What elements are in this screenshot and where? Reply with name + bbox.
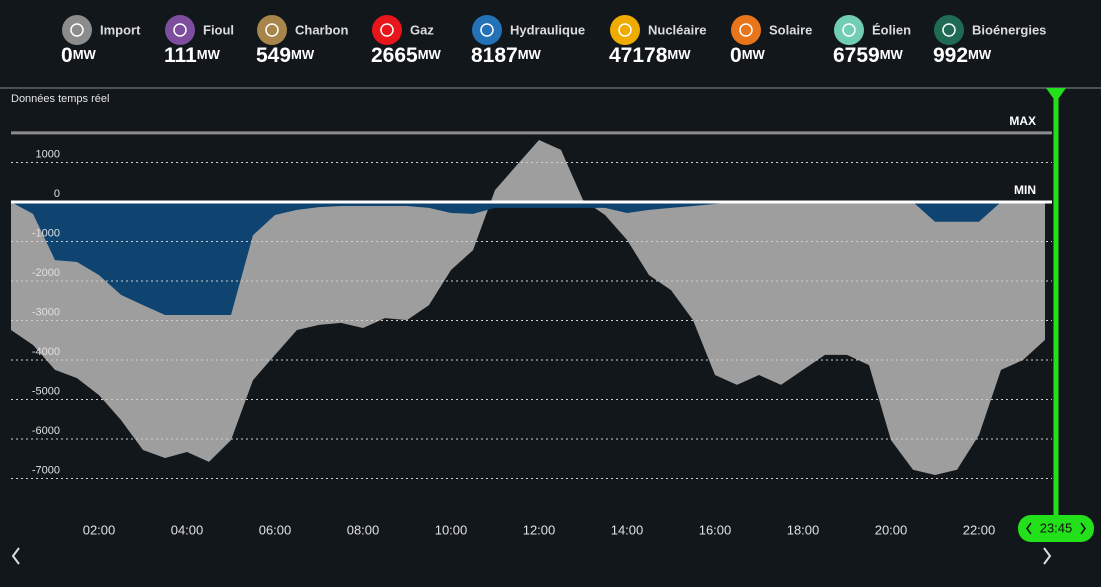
source-icon — [372, 15, 402, 45]
source-item: Éolien 6759MW — [833, 15, 911, 67]
time-chip[interactable]: 23:45 — [1018, 515, 1094, 542]
source-icon — [62, 15, 92, 45]
source-item: Charbon 549MW — [256, 15, 349, 67]
time-chip-label: 23:45 — [1040, 520, 1073, 535]
source-name: Éolien — [872, 22, 911, 37]
x-tick-label: 04:00 — [171, 522, 204, 537]
source-icon — [834, 15, 864, 45]
y-tick-label: -2000 — [32, 267, 60, 279]
y-tick-label: -3000 — [32, 306, 60, 318]
value-number: 0 — [730, 44, 742, 67]
current-time-handle — [1046, 88, 1066, 102]
y-tick-label: -1000 — [32, 227, 60, 239]
value-number: 47178 — [609, 44, 668, 67]
x-tick-label: 18:00 — [787, 522, 820, 537]
source-item: Bioénergies 992MW — [933, 15, 1046, 67]
value-unit: MW — [418, 47, 442, 62]
y-tick-label: 1000 — [36, 148, 60, 160]
area — [11, 139, 1045, 475]
source-item: Hydraulique 8187MW — [471, 15, 585, 67]
value-unit: MW — [291, 47, 315, 62]
source-icon — [472, 15, 502, 45]
value-number: 8187 — [471, 44, 518, 67]
source-icon-glyph — [739, 23, 753, 37]
source-value: 6759MW — [833, 44, 904, 67]
source-icon — [731, 15, 761, 45]
source-value: 0MW — [61, 44, 97, 67]
source-name: Nucléaire — [648, 22, 707, 37]
y-tick-label: -5000 — [32, 385, 60, 397]
value-unit: MW — [968, 47, 992, 62]
value-unit: MW — [518, 47, 542, 62]
time-chip-next — [1080, 522, 1086, 535]
value-unit: MW — [742, 47, 766, 62]
source-value: 992MW — [933, 44, 992, 67]
source-item: Gaz 2665MW — [371, 15, 442, 67]
value-number: 992 — [933, 44, 968, 67]
source-icon-glyph — [480, 23, 494, 37]
value-number: 0 — [61, 44, 73, 67]
x-tick-label: 22:00 — [963, 522, 996, 537]
source-icon — [257, 15, 287, 45]
plot: 1000 0 -1000 -2000 -3000 -4000 -5000 -6000 -7000… — [11, 114, 1052, 537]
time-chip-bg — [1018, 515, 1094, 542]
source-name: Fioul — [203, 22, 234, 37]
source-icon-glyph — [265, 23, 279, 37]
x-tick-label: 06:00 — [259, 522, 292, 537]
area — [11, 202, 1045, 315]
source-icon — [934, 15, 964, 45]
y-tick-label: -6000 — [32, 425, 60, 437]
source-name: Charbon — [295, 22, 349, 37]
source-icon-glyph — [842, 23, 856, 37]
source-value: 111MW — [164, 44, 221, 67]
value-number: 111 — [164, 44, 197, 67]
source-icon-glyph — [942, 23, 956, 37]
x-tick-label: 12:00 — [523, 522, 556, 537]
source-value: 0MW — [730, 44, 766, 67]
y-tick-label: -7000 — [32, 464, 60, 476]
value-unit: MW — [880, 47, 904, 62]
source-value: 47178MW — [609, 44, 691, 67]
y-tick-label: -4000 — [32, 346, 60, 358]
source-icon — [610, 15, 640, 45]
source-name: Bioénergies — [972, 22, 1046, 37]
value-number: 6759 — [833, 44, 880, 67]
source-value: 2665MW — [371, 44, 442, 67]
x-tick-label: 16:00 — [699, 522, 732, 537]
source-name: Solaire — [769, 22, 812, 37]
source-name: Hydraulique — [510, 22, 585, 37]
x-tick-label: 14:00 — [611, 522, 644, 537]
source-icon-glyph — [380, 23, 394, 37]
source-value: 549MW — [256, 44, 315, 67]
source-icon-glyph — [618, 23, 632, 37]
source-name: Gaz — [410, 22, 434, 37]
x-tick-label: 08:00 — [347, 522, 380, 537]
value-number: 2665 — [371, 44, 418, 67]
reference-label: MIN — [1014, 183, 1036, 197]
source-name: Import — [100, 22, 141, 37]
chart-subtitle: Données temps réel — [11, 93, 109, 105]
x-tick-label: 10:00 — [435, 522, 468, 537]
source-item: Nucléaire 47178MW — [609, 15, 707, 67]
prev-day[interactable] — [11, 547, 20, 565]
reference-label: MAX — [1009, 114, 1036, 128]
source-icon-glyph — [173, 23, 187, 37]
source-icon — [165, 15, 195, 45]
value-unit: MW — [667, 47, 691, 62]
y-tick-label: 0 — [54, 188, 60, 200]
x-tick-label: 02:00 — [83, 522, 116, 537]
value-number: 549 — [256, 44, 291, 67]
source-value: 8187MW — [471, 44, 542, 67]
source-icon-glyph — [70, 23, 84, 37]
value-unit: MW — [197, 47, 221, 62]
next-day[interactable] — [1043, 547, 1052, 565]
x-tick-label: 20:00 — [875, 522, 908, 537]
time-chip-prev — [1026, 522, 1032, 535]
source-item: Fioul 111MW — [164, 15, 234, 67]
value-unit: MW — [73, 47, 97, 62]
